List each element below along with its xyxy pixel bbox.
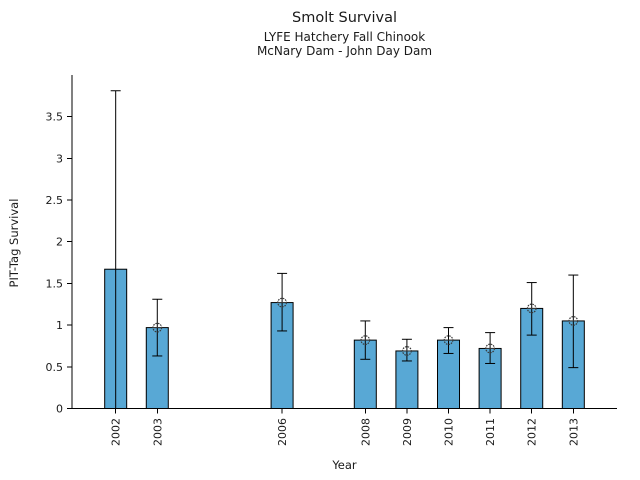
y-tick-label: 3.5: [46, 111, 64, 124]
x-tick-label: 2013: [567, 418, 580, 446]
x-axis-label: Year: [332, 458, 357, 472]
x-tick-label: 2010: [443, 418, 456, 446]
y-tick-label: 3: [56, 152, 63, 165]
y-tick-label: 0.5: [46, 361, 64, 374]
chart-subtitle-1: LYFE Hatchery Fall Chinook: [263, 30, 426, 44]
x-tick-label: 2006: [276, 418, 289, 446]
y-tick-label: 0: [56, 403, 63, 416]
chart-title: Smolt Survival: [292, 10, 397, 26]
y-tick-label: 2.5: [46, 194, 64, 207]
y-tick-label: 2: [56, 236, 63, 249]
y-tick-label: 1: [56, 319, 63, 332]
x-tick-label: 2009: [401, 418, 414, 446]
x-tick-label: 2012: [526, 418, 539, 446]
chart-subtitle-2: McNary Dam - John Day Dam: [256, 44, 433, 58]
y-tick-label: 1.5: [46, 277, 64, 290]
x-tick-label: 2011: [484, 418, 497, 446]
x-tick-label: 2002: [110, 418, 123, 446]
x-tick-label: 2003: [151, 418, 164, 446]
x-tick-label: 2008: [359, 418, 372, 446]
